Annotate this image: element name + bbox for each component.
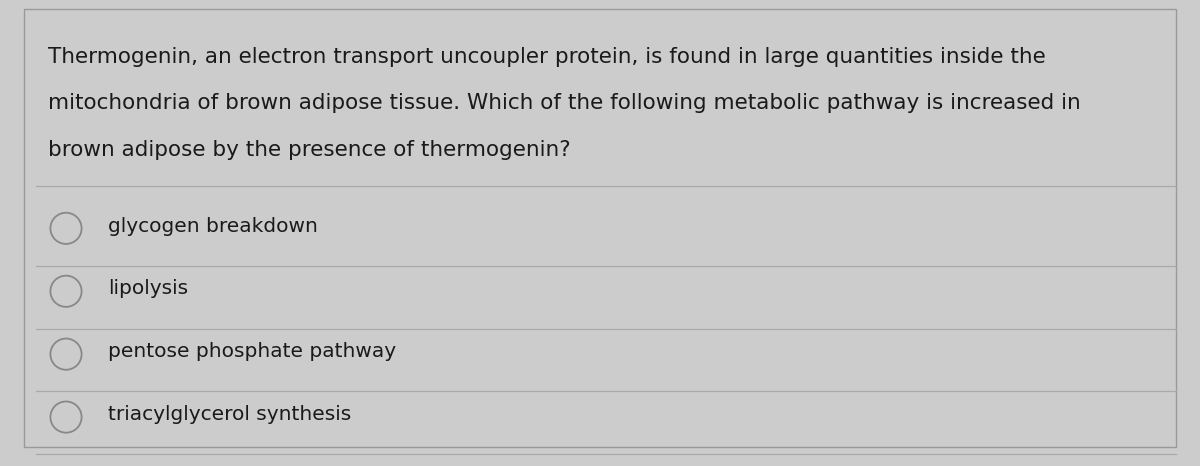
Text: brown adipose by the presence of thermogenin?: brown adipose by the presence of thermog…: [48, 140, 571, 160]
Text: triacylglycerol synthesis: triacylglycerol synthesis: [108, 405, 352, 424]
Text: Thermogenin, an electron transport uncoupler protein, is found in large quantiti: Thermogenin, an electron transport uncou…: [48, 47, 1045, 67]
Text: pentose phosphate pathway: pentose phosphate pathway: [108, 343, 396, 361]
Text: glycogen breakdown: glycogen breakdown: [108, 217, 318, 235]
Text: mitochondria of brown adipose tissue. Which of the following metabolic pathway i: mitochondria of brown adipose tissue. Wh…: [48, 93, 1081, 113]
Text: lipolysis: lipolysis: [108, 280, 188, 298]
